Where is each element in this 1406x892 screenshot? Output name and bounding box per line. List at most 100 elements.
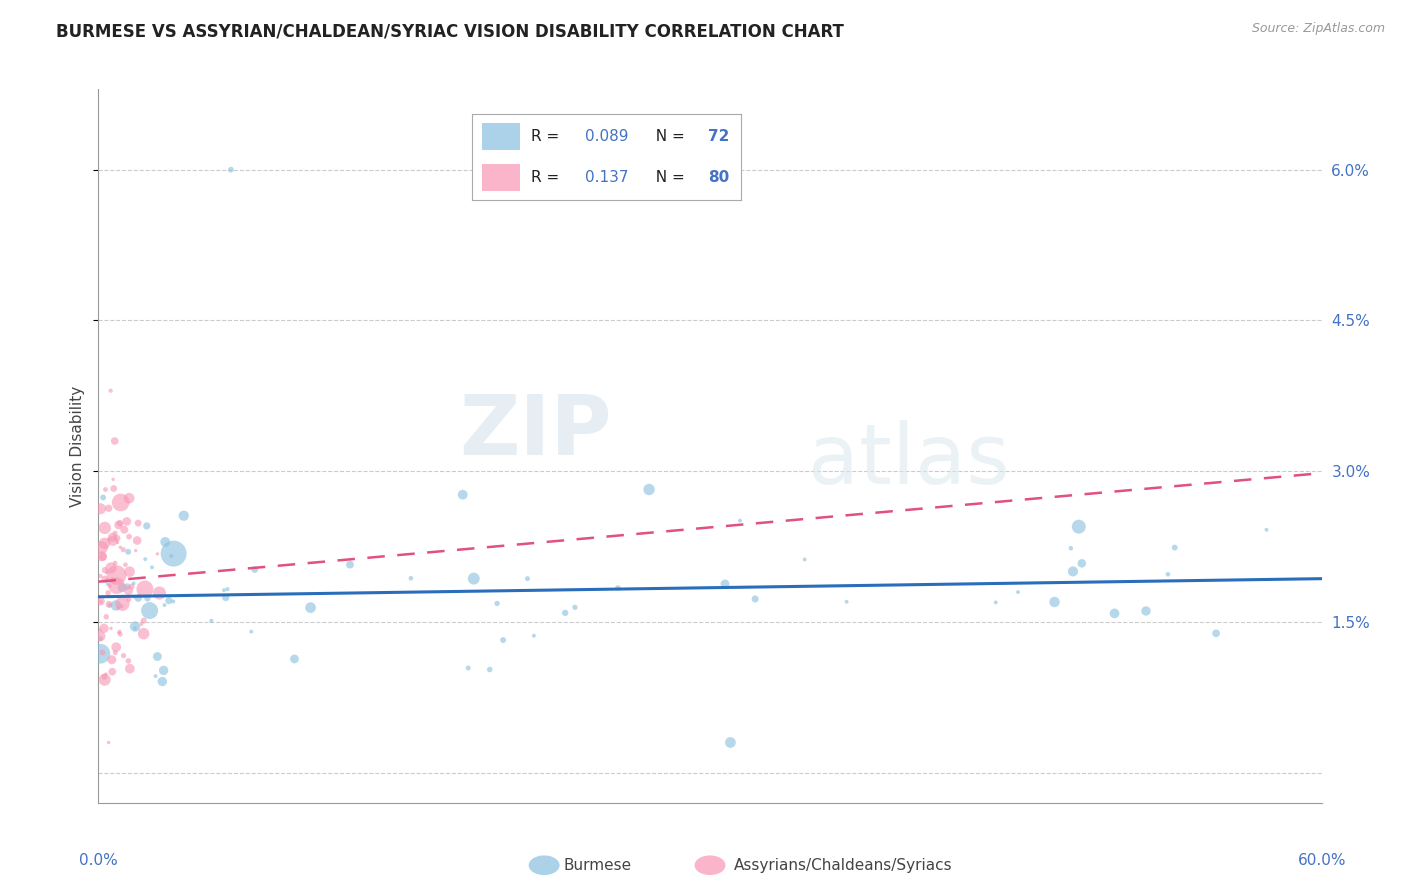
Point — [984, 595, 1007, 609]
Point — [146, 547, 169, 561]
Point — [110, 495, 132, 509]
Point — [105, 579, 128, 593]
Point — [523, 629, 546, 643]
Point — [117, 545, 139, 559]
Point — [714, 577, 737, 591]
Point — [243, 562, 266, 576]
Point — [89, 647, 111, 661]
Point — [90, 549, 112, 564]
Point — [108, 516, 131, 531]
Point — [101, 653, 124, 667]
Point — [96, 573, 118, 587]
Point — [94, 521, 117, 535]
Text: 0.0%: 0.0% — [79, 853, 118, 868]
Point — [111, 581, 134, 595]
Point — [146, 649, 169, 664]
Point — [89, 594, 111, 608]
Point — [98, 598, 121, 612]
Point — [215, 591, 238, 605]
Point — [100, 621, 122, 635]
Text: N =: N = — [647, 129, 690, 144]
Text: R =: R = — [530, 129, 564, 144]
Point — [114, 558, 136, 572]
Point — [127, 591, 149, 606]
Point — [136, 591, 159, 606]
Point — [131, 617, 153, 632]
Point — [150, 674, 173, 689]
Point — [118, 530, 141, 544]
Point — [97, 501, 120, 516]
Point — [720, 735, 742, 749]
Text: atlas: atlas — [808, 420, 1010, 500]
Point — [105, 531, 128, 545]
Point — [97, 735, 120, 749]
Point — [97, 586, 120, 600]
Point — [1157, 567, 1180, 582]
Point — [1256, 523, 1278, 537]
Point — [1205, 626, 1227, 640]
Point — [96, 609, 118, 624]
Point — [108, 624, 131, 639]
Point — [93, 673, 115, 687]
Bar — [482, 164, 520, 191]
Point — [157, 593, 180, 607]
Point — [105, 640, 128, 655]
Point — [111, 597, 134, 611]
Point — [107, 626, 129, 640]
Point — [89, 501, 111, 516]
Point — [89, 569, 111, 583]
Point — [112, 523, 135, 537]
Point — [98, 579, 121, 593]
Point — [105, 568, 128, 582]
Point — [1007, 585, 1029, 599]
Point — [744, 591, 766, 606]
Point — [107, 535, 129, 549]
Point — [104, 434, 127, 448]
Point — [125, 543, 148, 558]
Point — [153, 598, 176, 612]
Point — [606, 581, 628, 595]
Point — [89, 623, 111, 637]
Text: Burmese: Burmese — [564, 858, 631, 872]
Point — [219, 162, 242, 177]
Point — [100, 561, 122, 575]
Point — [96, 574, 118, 588]
Point — [112, 542, 135, 557]
Point — [101, 533, 124, 548]
Point — [94, 563, 117, 577]
Point — [105, 599, 128, 613]
Point — [492, 633, 515, 648]
Point — [638, 483, 661, 497]
Point — [200, 614, 222, 628]
Point — [118, 662, 141, 676]
Point — [91, 491, 114, 505]
Text: BURMESE VS ASSYRIAN/CHALDEAN/SYRIAC VISION DISABILITY CORRELATION CHART: BURMESE VS ASSYRIAN/CHALDEAN/SYRIAC VISI… — [56, 22, 844, 40]
Text: Assyrians/Chaldeans/Syriacs: Assyrians/Chaldeans/Syriacs — [734, 858, 953, 872]
Point — [97, 533, 120, 547]
Point — [101, 573, 124, 587]
Text: ZIP: ZIP — [460, 392, 612, 472]
Point — [118, 565, 141, 579]
Circle shape — [695, 855, 725, 875]
Point — [124, 619, 146, 633]
Point — [835, 595, 858, 609]
Point — [107, 518, 129, 533]
Point — [162, 547, 184, 561]
Point — [160, 549, 183, 563]
Text: 60.0%: 60.0% — [1298, 853, 1346, 868]
Point — [98, 599, 121, 613]
Bar — [482, 123, 520, 150]
Point — [115, 515, 138, 529]
Point — [145, 669, 167, 683]
Point — [283, 652, 305, 666]
Point — [107, 601, 129, 615]
Point — [118, 592, 141, 607]
Point — [554, 606, 576, 620]
Point — [124, 621, 146, 635]
Point — [217, 582, 239, 597]
Point — [152, 664, 174, 678]
Point — [91, 541, 114, 555]
Point — [451, 488, 474, 502]
Point — [117, 580, 139, 594]
Point — [1135, 604, 1157, 618]
